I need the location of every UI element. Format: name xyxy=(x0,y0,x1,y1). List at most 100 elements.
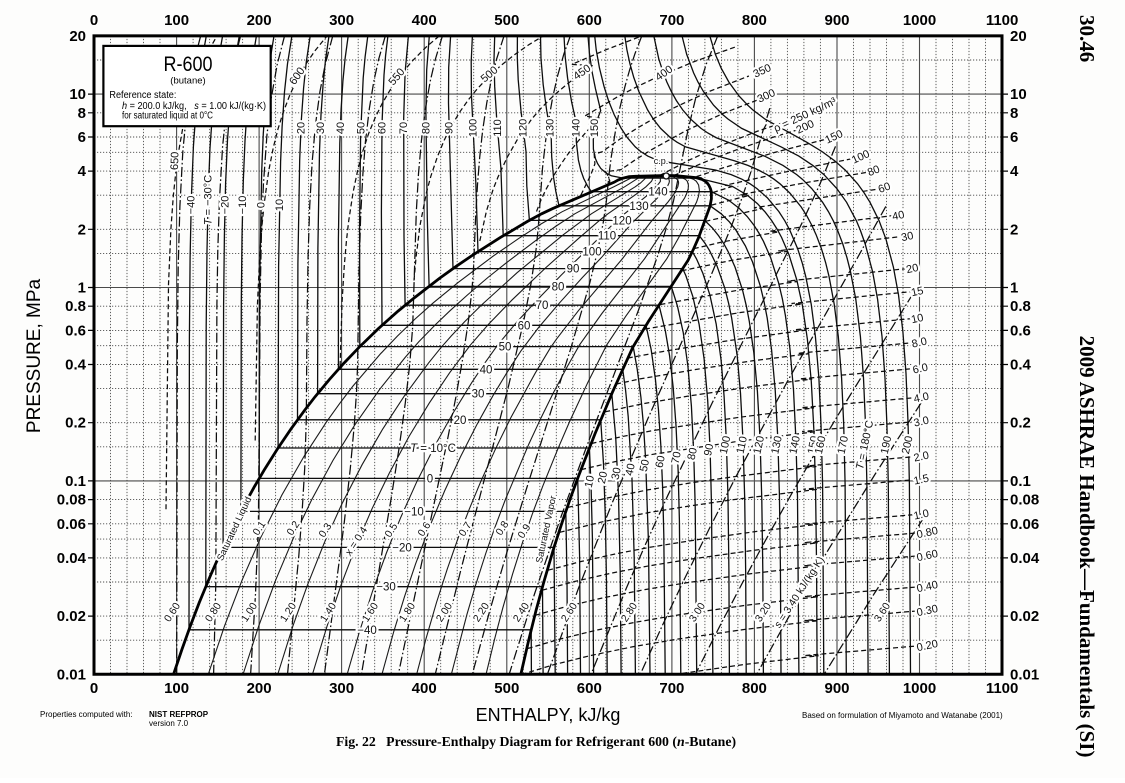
svg-text:10: 10 xyxy=(274,199,286,211)
svg-text:8.0: 8.0 xyxy=(911,336,928,351)
svg-text:1000: 1000 xyxy=(903,12,936,29)
svg-text:0.1: 0.1 xyxy=(65,473,86,490)
svg-text:80: 80 xyxy=(420,122,432,134)
svg-text:0.6: 0.6 xyxy=(1010,322,1031,339)
svg-text:50: 50 xyxy=(638,458,652,472)
svg-text:0.06: 0.06 xyxy=(1010,516,1039,533)
svg-text:500: 500 xyxy=(494,12,519,29)
svg-text:−30: −30 xyxy=(376,582,396,594)
svg-text:100: 100 xyxy=(582,247,601,259)
svg-text:6.0: 6.0 xyxy=(912,362,929,377)
svg-text:1: 1 xyxy=(1010,280,1018,297)
svg-text:70: 70 xyxy=(398,122,410,134)
svg-text:0.8: 0.8 xyxy=(1010,298,1031,315)
svg-text:30: 30 xyxy=(315,122,327,134)
svg-text:900: 900 xyxy=(824,680,849,697)
svg-text:400: 400 xyxy=(412,680,437,697)
svg-text:0.4: 0.4 xyxy=(1010,357,1032,374)
svg-text:200: 200 xyxy=(247,12,272,29)
svg-text:0.01: 0.01 xyxy=(1010,666,1039,683)
svg-text:400: 400 xyxy=(412,12,437,29)
svg-text:50: 50 xyxy=(355,122,367,134)
svg-text:4.0: 4.0 xyxy=(913,391,930,406)
svg-text:70: 70 xyxy=(670,451,684,465)
svg-text:100: 100 xyxy=(164,680,189,697)
svg-text:PRESSURE, MPa: PRESSURE, MPa xyxy=(24,278,45,433)
svg-text:0: 0 xyxy=(427,473,433,485)
svg-text:100: 100 xyxy=(164,12,189,29)
svg-text:0.06: 0.06 xyxy=(57,516,86,533)
svg-text:90: 90 xyxy=(444,122,456,134)
svg-text:140: 140 xyxy=(648,187,667,199)
svg-text:700: 700 xyxy=(659,680,684,697)
svg-text:0: 0 xyxy=(90,12,98,29)
svg-text:c.p.: c.p. xyxy=(654,156,669,166)
svg-text:0.4: 0.4 xyxy=(65,357,87,374)
svg-text:10: 10 xyxy=(1010,86,1027,103)
svg-text:20: 20 xyxy=(69,28,86,45)
svg-text:3.0: 3.0 xyxy=(913,415,930,430)
svg-text:70: 70 xyxy=(536,300,549,312)
svg-text:50: 50 xyxy=(499,342,512,354)
svg-text:Fig. 22 Pressure-Enthalpy Di: Fig. 22 Pressure-Enthalpy Diagram for Re… xyxy=(336,734,736,750)
svg-text:h = 200.0 kJ/kg, s = 1.00 kJ: h = 200.0 kJ/kg, s = 1.00 kJ/(kg·K) xyxy=(122,101,266,112)
svg-text:20: 20 xyxy=(454,415,467,427)
svg-text:Reference state:: Reference state: xyxy=(109,90,176,101)
svg-text:800: 800 xyxy=(742,680,767,697)
svg-text:40: 40 xyxy=(480,364,493,376)
svg-text:20: 20 xyxy=(1010,28,1027,45)
svg-text:0.01: 0.01 xyxy=(57,666,86,683)
svg-text:T = −30°C: T = −30°C xyxy=(202,175,214,225)
svg-text:1: 1 xyxy=(78,280,86,297)
svg-text:2.0: 2.0 xyxy=(913,450,930,465)
svg-text:0: 0 xyxy=(255,202,267,208)
svg-text:1100: 1100 xyxy=(986,680,1019,697)
svg-text:20: 20 xyxy=(596,470,610,484)
svg-text:20: 20 xyxy=(905,262,919,276)
svg-text:1.0: 1.0 xyxy=(913,508,930,523)
svg-text:Based on formulation of Miyamo: Based on formulation of Miyamoto and Wat… xyxy=(802,711,1003,720)
svg-text:0.1: 0.1 xyxy=(1010,473,1031,490)
svg-text:40: 40 xyxy=(335,122,347,134)
svg-text:80: 80 xyxy=(552,281,565,293)
svg-text:0.04: 0.04 xyxy=(1010,550,1040,567)
svg-text:−40: −40 xyxy=(186,196,198,215)
svg-text:for saturated liquid at 0°C: for saturated liquid at 0°C xyxy=(122,111,213,122)
svg-text:10: 10 xyxy=(910,312,924,326)
svg-text:90: 90 xyxy=(702,443,716,457)
svg-text:20: 20 xyxy=(295,122,307,134)
svg-text:Properties computed with:: Properties computed with: xyxy=(40,710,133,719)
svg-text:6: 6 xyxy=(78,129,86,146)
svg-text:80: 80 xyxy=(686,447,700,461)
svg-text:(butane): (butane) xyxy=(170,76,205,87)
svg-text:0.04: 0.04 xyxy=(57,550,87,567)
svg-text:R-600: R-600 xyxy=(164,53,213,76)
svg-text:60: 60 xyxy=(376,122,388,134)
svg-text:40: 40 xyxy=(624,462,638,476)
svg-text:800: 800 xyxy=(742,12,767,29)
svg-text:60: 60 xyxy=(654,455,668,469)
svg-text:110: 110 xyxy=(492,119,504,137)
svg-text:T = 10°C: T = 10°C xyxy=(410,443,456,455)
svg-text:−10: −10 xyxy=(237,196,249,215)
svg-text:500: 500 xyxy=(494,680,519,697)
svg-text:10: 10 xyxy=(583,474,597,488)
svg-text:40: 40 xyxy=(891,209,905,223)
svg-text:120: 120 xyxy=(612,215,631,227)
svg-text:200: 200 xyxy=(247,680,272,697)
svg-text:90: 90 xyxy=(567,264,580,276)
svg-text:100: 100 xyxy=(467,119,479,137)
svg-text:0.2: 0.2 xyxy=(65,415,86,432)
svg-text:900: 900 xyxy=(824,12,849,29)
svg-text:4: 4 xyxy=(1010,163,1019,180)
svg-text:−40: −40 xyxy=(357,625,377,637)
svg-text:1000: 1000 xyxy=(903,680,936,697)
svg-text:650: 650 xyxy=(169,152,182,171)
svg-text:8: 8 xyxy=(78,105,86,122)
svg-text:60: 60 xyxy=(518,320,531,332)
svg-text:0.8: 0.8 xyxy=(65,298,86,315)
svg-text:140: 140 xyxy=(571,119,583,137)
svg-text:2: 2 xyxy=(1010,221,1018,238)
svg-text:8: 8 xyxy=(1010,105,1018,122)
svg-text:30.46: 30.46 xyxy=(1075,15,1099,62)
